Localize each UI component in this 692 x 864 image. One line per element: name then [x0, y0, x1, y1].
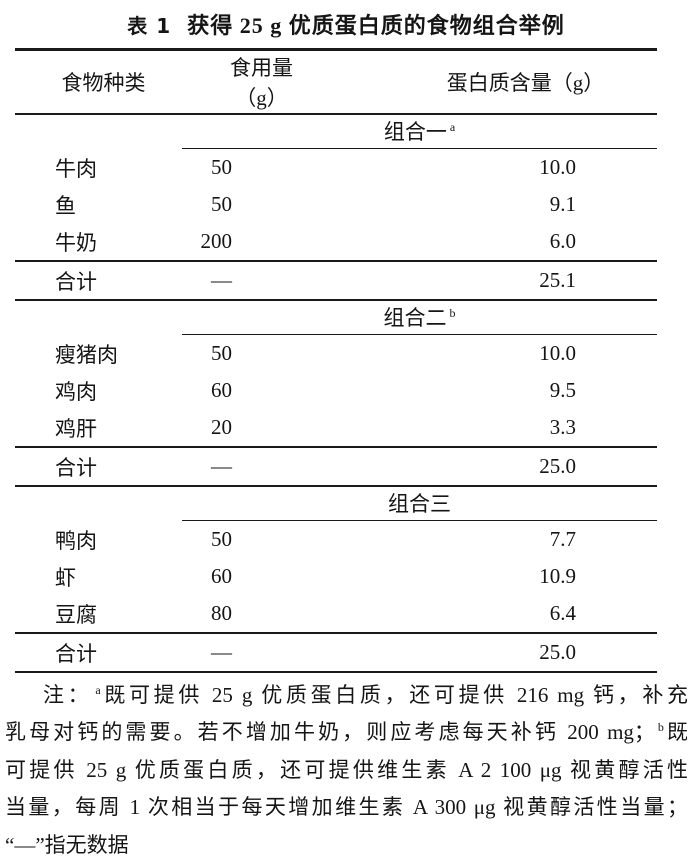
- cell-food: 虾: [55, 565, 76, 590]
- protein-combination-table: 食物种类 食用量（g） 蛋白质含量（g） 组合一 a 牛肉 50 10.0 鱼 50 9.1 牛…: [15, 48, 657, 673]
- col-header-food-type: 食物种类: [15, 49, 170, 115]
- cell-protein: 3.3: [549, 415, 576, 439]
- group-footnote-marker: a: [449, 120, 456, 134]
- total-row: 合计 —25.0: [15, 632, 657, 673]
- table-title: 表 1 获得 25 g 优质蛋白质的食物组合举例: [0, 0, 692, 48]
- header-row: 食物种类 食用量（g） 蛋白质含量（g）: [15, 49, 657, 115]
- cell-food: 鸡肝: [55, 416, 97, 441]
- cell-total-label: 合计: [15, 260, 170, 301]
- cell-protein: 9.1: [549, 192, 576, 216]
- group-label: 组合二 b: [182, 301, 657, 335]
- note-text: 当量，每周 1 次相当于每天增加维生素 A 300 μg 视黄醇活性当量；: [5, 795, 688, 820]
- table-row: 鸡肝 20 3.3: [15, 409, 657, 447]
- note-line: 可提供 25 g 优质蛋白质，还可提供维生素 A 2 100 μg 视黄醇活性: [5, 752, 688, 789]
- table-row: 虾 60 10.9: [15, 558, 657, 595]
- table-row: 牛肉 50 10.0: [15, 149, 657, 186]
- cell-total-protein: 25.0: [310, 632, 657, 673]
- group-header-cell: 组合一 a: [170, 114, 657, 149]
- group-header-cell: 组合三: [170, 486, 657, 521]
- group-label-text: 组合二: [383, 306, 447, 330]
- group-label: 组合一 a: [182, 115, 657, 149]
- note-text: 既: [663, 720, 688, 745]
- note-line: 注： a既可提供 25 g 优质蛋白质，还可提供 216 mg 钙，补充: [5, 677, 688, 714]
- cell-total-amount: —: [170, 446, 310, 487]
- table-number: 表 1: [127, 13, 172, 38]
- table-body: 组合一 a 牛肉 50 10.0 鱼 50 9.1 牛奶 200 6.0 合计 —25.1 组合二 b 瘦猪肉…: [15, 114, 657, 673]
- note-text: 既可提供 25 g 优质蛋白质，还可提供 216 mg 钙，补充: [100, 683, 688, 707]
- cell-amount: 60: [211, 564, 232, 588]
- group-footnote-marker: b: [449, 306, 456, 320]
- group-header-spacer: [15, 300, 170, 335]
- note-text: “—”指无数据: [5, 832, 129, 857]
- footnote-marker: b: [657, 720, 664, 735]
- note-line: 乳母对钙的需要。若不增加牛奶，则应考虑每天补钙 200 mg； b既: [5, 714, 688, 751]
- cell-food: 瘦猪肉: [55, 342, 118, 367]
- cell-protein: 6.0: [549, 229, 576, 253]
- group-header-spacer: [15, 486, 170, 521]
- cell-protein: 10.9: [539, 564, 576, 588]
- cell-protein: 10.0: [539, 155, 576, 179]
- table-row: 豆腐 80 6.4: [15, 595, 657, 633]
- group-header-row: 组合三: [15, 486, 657, 521]
- note-line: “—”指无数据: [5, 827, 688, 864]
- note-text: 乳母对钙的需要。若不增加牛奶，则应考虑每天补钙 200 mg；: [5, 720, 655, 745]
- table-header: 食物种类 食用量（g） 蛋白质含量（g）: [15, 49, 657, 115]
- cell-amount: 200: [200, 229, 233, 253]
- cell-total-protein: 25.0: [310, 446, 657, 487]
- cell-food: 鱼: [55, 193, 76, 218]
- cell-food: 牛奶: [55, 230, 97, 255]
- group-header-cell: 组合二 b: [170, 300, 657, 335]
- group-label-text: 组合三: [388, 492, 451, 516]
- cell-amount: 50: [211, 155, 232, 179]
- cell-total-label: 合计: [15, 632, 170, 673]
- group-label: 组合三: [182, 487, 657, 521]
- table-footnotes: 注： a既可提供 25 g 优质蛋白质，还可提供 216 mg 钙，补充 乳母对钙的…: [5, 677, 688, 864]
- col-header-amount: 食用量（g）: [170, 49, 310, 115]
- table-row: 鸡肉 60 9.5: [15, 372, 657, 409]
- note-text: 注：: [43, 683, 93, 707]
- note-line: 当量，每周 1 次相当于每天增加维生素 A 300 μg 视黄醇活性当量；: [5, 789, 688, 826]
- cell-protein: 7.7: [549, 527, 576, 551]
- cell-amount: 50: [211, 527, 232, 551]
- table-caption: 获得 25 g 优质蛋白质的食物组合举例: [187, 13, 565, 38]
- group-header-row: 组合二 b: [15, 300, 657, 335]
- footnote-marker: a: [95, 683, 101, 697]
- cell-amount: 80: [211, 601, 232, 625]
- table-row: 鱼 50 9.1: [15, 186, 657, 223]
- cell-protein: 6.4: [549, 601, 576, 625]
- total-row: 合计 —25.1: [15, 260, 657, 301]
- cell-total-amount: —: [170, 632, 310, 673]
- group-header-row: 组合一 a: [15, 114, 657, 149]
- table-row: 瘦猪肉 50 10.0: [15, 335, 657, 372]
- cell-total-protein: 25.1: [310, 260, 657, 301]
- cell-amount: 50: [211, 341, 232, 365]
- note-text: 可提供 25 g 优质蛋白质，还可提供维生素 A 2 100 μg 视黄醇活性: [5, 757, 688, 782]
- cell-food: 牛肉: [55, 156, 97, 181]
- cell-amount: 20: [211, 415, 232, 439]
- table-row: 牛奶 200 6.0: [15, 223, 657, 261]
- table-row: 鸭肉 50 7.7: [15, 521, 657, 558]
- cell-food: 鸡肉: [55, 379, 97, 404]
- cell-amount: 50: [211, 192, 232, 216]
- cell-protein: 10.0: [539, 341, 576, 365]
- cell-food: 豆腐: [55, 602, 97, 627]
- group-header-spacer: [15, 114, 170, 149]
- cell-total-amount: —: [170, 260, 310, 301]
- total-row: 合计 —25.0: [15, 446, 657, 487]
- col-header-protein: 蛋白质含量（g）: [310, 49, 657, 115]
- cell-total-label: 合计: [15, 446, 170, 487]
- group-label-text: 组合一: [383, 120, 447, 144]
- cell-food: 鸭肉: [55, 528, 97, 553]
- cell-amount: 60: [211, 378, 232, 402]
- cell-protein: 9.5: [549, 378, 576, 402]
